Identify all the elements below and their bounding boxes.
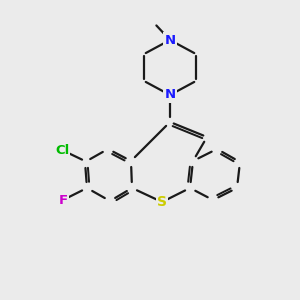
Text: S: S xyxy=(157,195,167,209)
Text: N: N xyxy=(164,34,175,46)
Text: Cl: Cl xyxy=(55,143,69,157)
Text: F: F xyxy=(58,194,68,206)
Text: N: N xyxy=(164,88,175,101)
